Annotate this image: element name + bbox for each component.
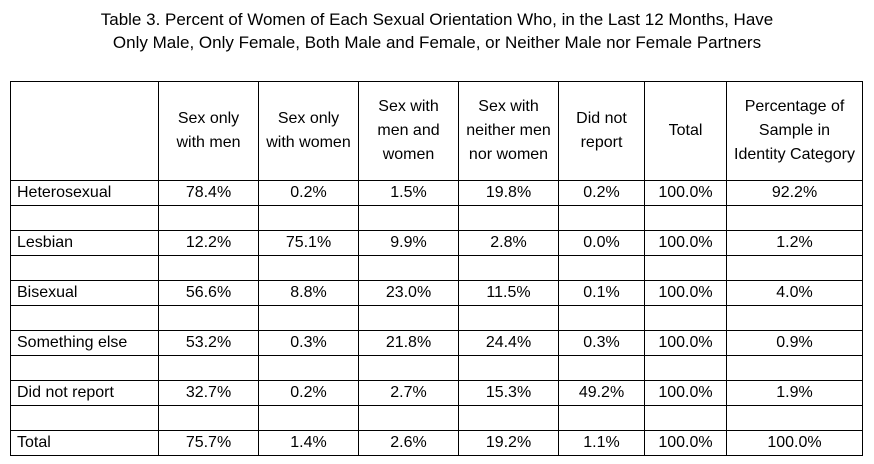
title-line-2: Only Male, Only Female, Both Male and Fe…: [112, 33, 762, 52]
spacer-row: [10, 255, 863, 281]
table-cell: 92.2%: [726, 180, 863, 206]
table-cell: 100.0%: [726, 430, 863, 456]
table-cell: 4.0%: [726, 280, 863, 306]
table-cell: 19.8%: [458, 180, 559, 206]
spacer-row: [10, 205, 863, 231]
table-cell: 0.2%: [258, 380, 359, 406]
table-cell: 2.6%: [358, 430, 459, 456]
table-cell: 78.4%: [158, 180, 259, 206]
table-row: Heterosexual 78.4% 0.2% 1.5% 19.8% 0.2% …: [10, 180, 863, 206]
header-row: Sex only with men Sex only with women Se…: [10, 81, 863, 181]
table-cell: 1.4%: [258, 430, 359, 456]
table-cell: 1.9%: [726, 380, 863, 406]
table-cell: 0.3%: [258, 330, 359, 356]
header-did-not-report: Did not report: [558, 81, 645, 181]
table-cell: 0.2%: [258, 180, 359, 206]
table-cell: 32.7%: [158, 380, 259, 406]
row-label: Bisexual: [10, 280, 159, 306]
table-cell: 49.2%: [558, 380, 645, 406]
data-table: Sex only with men Sex only with women Se…: [10, 81, 863, 456]
table-cell: 1.5%: [358, 180, 459, 206]
header-percentage-sample: Percentage of Sample in Identity Categor…: [726, 81, 863, 181]
table-cell: 12.2%: [158, 230, 259, 256]
table-row: Did not report 32.7% 0.2% 2.7% 15.3% 49.…: [10, 380, 863, 406]
table-cell: 100.0%: [644, 430, 727, 456]
header-total: Total: [644, 81, 727, 181]
title-line-1: Table 3. Percent of Women of Each Sexual…: [100, 10, 774, 29]
header-sex-neither: Sex with neither men nor women: [458, 81, 559, 181]
table-cell: 56.6%: [158, 280, 259, 306]
table-cell: 100.0%: [644, 230, 727, 256]
row-label: Something else: [10, 330, 159, 356]
table-cell: 0.1%: [558, 280, 645, 306]
row-label: Did not report: [10, 380, 159, 406]
table-cell: 15.3%: [458, 380, 559, 406]
header-sex-only-women: Sex only with women: [258, 81, 359, 181]
table-cell: 23.0%: [358, 280, 459, 306]
table-title: Table 3. Percent of Women of Each Sexual…: [0, 8, 874, 54]
table-cell: 2.7%: [358, 380, 459, 406]
spacer-row: [10, 305, 863, 331]
table-cell: 24.4%: [458, 330, 559, 356]
table-cell: 21.8%: [358, 330, 459, 356]
table-cell: 9.9%: [358, 230, 459, 256]
table-cell: 75.1%: [258, 230, 359, 256]
table-cell: 11.5%: [458, 280, 559, 306]
table-row: Lesbian 12.2% 75.1% 9.9% 2.8% 0.0% 100.0…: [10, 230, 863, 256]
row-label: Lesbian: [10, 230, 159, 256]
table-row: Bisexual 56.6% 8.8% 23.0% 11.5% 0.1% 100…: [10, 280, 863, 306]
table-cell: 0.2%: [558, 180, 645, 206]
table-cell: 1.1%: [558, 430, 645, 456]
spacer-row: [10, 405, 863, 431]
table-row: Something else 53.2% 0.3% 21.8% 24.4% 0.…: [10, 330, 863, 356]
table-cell: 100.0%: [644, 280, 727, 306]
table-cell: 0.0%: [558, 230, 645, 256]
header-cell-empty: [10, 81, 159, 181]
table-cell: 1.2%: [726, 230, 863, 256]
table-cell: 19.2%: [458, 430, 559, 456]
table-row-total: Total 75.7% 1.4% 2.6% 19.2% 1.1% 100.0% …: [10, 430, 863, 456]
table-cell: 8.8%: [258, 280, 359, 306]
header-sex-men-and-women: Sex with men and women: [358, 81, 459, 181]
table-cell: 100.0%: [644, 380, 727, 406]
table-cell: 100.0%: [644, 330, 727, 356]
table-cell: 0.9%: [726, 330, 863, 356]
spacer-row: [10, 355, 863, 381]
table-cell: 75.7%: [158, 430, 259, 456]
table-cell: 2.8%: [458, 230, 559, 256]
header-sex-only-men: Sex only with men: [158, 81, 259, 181]
row-label: Heterosexual: [10, 180, 159, 206]
row-label: Total: [10, 430, 159, 456]
table-cell: 53.2%: [158, 330, 259, 356]
table-cell: 0.3%: [558, 330, 645, 356]
table-cell: 100.0%: [644, 180, 727, 206]
